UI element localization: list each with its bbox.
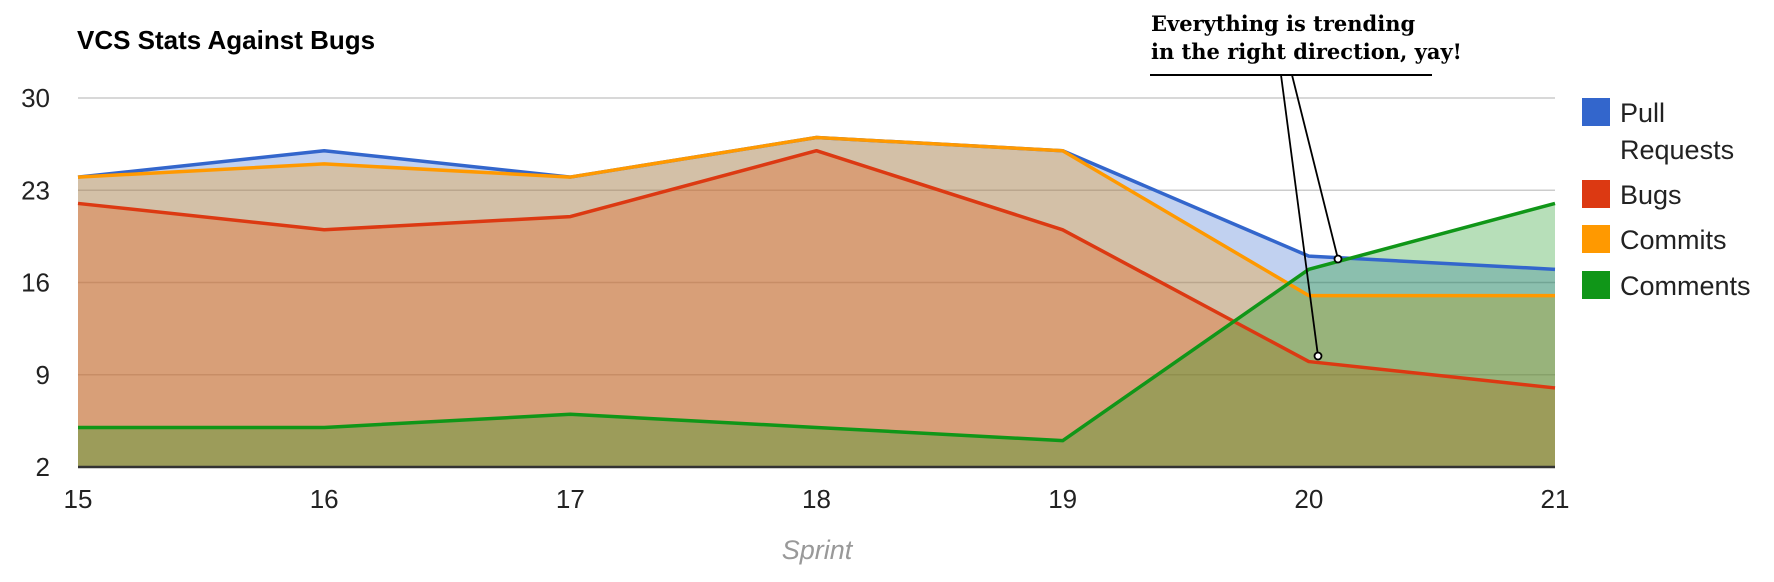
legend-swatch (1582, 271, 1610, 299)
annotation-pointer (1291, 74, 1339, 260)
series-line-comments (78, 201, 1556, 443)
x-axis-label: Sprint (782, 535, 854, 565)
x-tick-label: 18 (802, 484, 831, 514)
legend-label: Comments (1620, 271, 1751, 301)
y-tick-label: 16 (21, 268, 50, 298)
legend: Pull Requests Bugs Commits Comments (1582, 98, 1751, 301)
gridlines (78, 97, 1555, 376)
series-line-bugs (77, 148, 1556, 390)
annotation-pointer (1280, 74, 1319, 357)
annotation: Everything is trending in the right dire… (1150, 11, 1462, 361)
annotation-marker (1333, 254, 1343, 264)
legend-label: Bugs (1620, 180, 1682, 210)
legend-label: Requests (1620, 135, 1734, 165)
legend-label: Commits (1620, 225, 1727, 255)
y-tick-label: 9 (36, 360, 50, 390)
series-area-pull-requests (78, 137, 1555, 468)
y-tick-label: 30 (21, 83, 50, 113)
x-tick-label: 20 (1294, 484, 1323, 514)
x-tick-label: 19 (1048, 484, 1077, 514)
legend-swatch (1582, 225, 1610, 253)
y-tick-label: 23 (21, 175, 50, 205)
annotation-line-2: in the right direction, yay! (1151, 39, 1462, 64)
x-tick-label: 15 (64, 484, 93, 514)
annotation-line-1: Everything is trending (1151, 11, 1415, 36)
series-area-comments (78, 203, 1555, 467)
legend-label: Pull (1620, 98, 1665, 128)
x-tick-label: 17 (556, 484, 585, 514)
legend-swatch (1582, 180, 1610, 208)
series-area-bugs (78, 150, 1555, 467)
annotation-marker (1313, 351, 1323, 361)
y-axis-ticks: 30 23 16 9 2 (21, 83, 50, 482)
legend-swatch (1582, 98, 1610, 126)
x-axis-ticks: 15 16 17 18 19 20 21 (64, 484, 1570, 514)
x-tick-label: 21 (1541, 484, 1570, 514)
series-area-commits (78, 137, 1555, 468)
x-tick-label: 16 (310, 484, 339, 514)
series-lines (77, 135, 1556, 443)
series-areas (78, 137, 1555, 468)
series-line-commits (77, 135, 1555, 298)
chart-title: VCS Stats Against Bugs (77, 25, 375, 55)
y-tick-label: 2 (36, 452, 50, 482)
